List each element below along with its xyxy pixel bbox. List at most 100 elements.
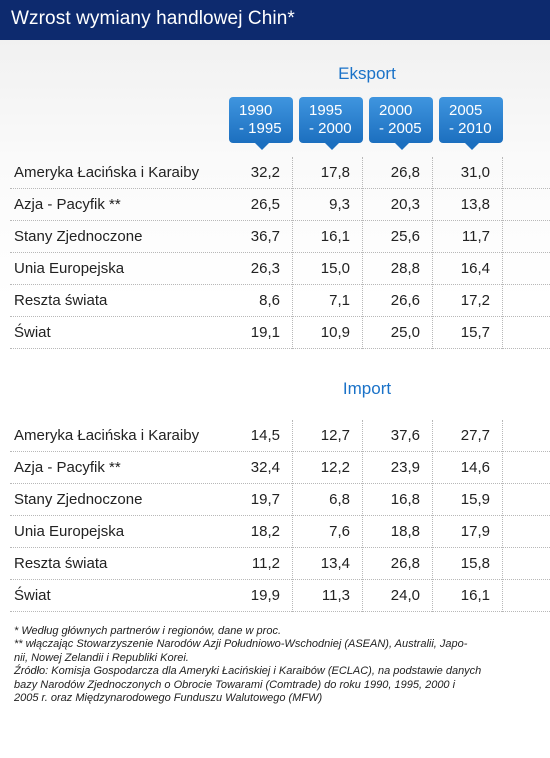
period-header-label: 1995 - 2000 [309, 102, 352, 137]
table-cell: 16,1 [320, 228, 350, 245]
row-label: Azja - Pacyfik ** [14, 196, 121, 213]
table-row: Stany Zjednoczone 36,7 16,1 25,6 11,7 [0, 221, 550, 253]
table-cell: 11,3 [321, 587, 350, 604]
table-cell: 32,4 [250, 459, 280, 476]
table-cell: 11,2 [251, 555, 280, 572]
table-area [0, 40, 550, 758]
table-cell: 19,1 [250, 324, 280, 341]
table-cell: 24,0 [390, 587, 420, 604]
table-cell: 23,9 [390, 459, 420, 476]
row-label: Reszta świata [14, 292, 108, 309]
period-header-pointer [465, 143, 479, 150]
period-header-label: 1990 - 1995 [239, 102, 282, 137]
row-label: Ameryka Łacińska i Karaiby [14, 164, 200, 181]
table-cell: 27,7 [460, 427, 490, 444]
row-divider [10, 316, 550, 317]
table-cell: 7,1 [329, 292, 350, 309]
table-cell: 12,7 [320, 427, 350, 444]
table-row: Ameryka Łacińska i Karaiby 14,5 12,7 37,6 27… [0, 420, 550, 452]
table-row: Świat 19,1 10,9 25,0 15,7 [0, 317, 550, 349]
table-cell: 26,3 [250, 260, 280, 277]
row-divider [10, 220, 550, 221]
column-divider [432, 420, 433, 612]
row-label: Stany Zjednoczone [14, 491, 143, 508]
table-cell: 6,8 [329, 491, 350, 508]
column-divider [502, 420, 503, 612]
page-title: Wzrost wymiany handlowej Chin* [11, 8, 295, 29]
table-cell: 10,9 [320, 324, 350, 341]
table-cell: 14,6 [460, 459, 490, 476]
period-header-pointer [255, 143, 269, 150]
table-cell: 26,6 [390, 292, 420, 309]
table-cell: 20,3 [390, 196, 420, 213]
column-divider [362, 420, 363, 612]
table-cell: 18,8 [390, 523, 420, 540]
row-label: Ameryka Łacińska i Karaiby [14, 427, 200, 444]
table-cell: 15,9 [460, 491, 490, 508]
period-header-2: 1995 - 2000 [299, 97, 363, 150]
table-cell: 31,0 [460, 164, 490, 181]
table-cell: 17,2 [460, 292, 490, 309]
table-cell: 12,2 [320, 459, 350, 476]
footnotes: * Według głównych partnerów i regionów, … [14, 625, 544, 705]
table-cell: 19,7 [250, 491, 280, 508]
table-cell: 37,6 [390, 427, 420, 444]
row-divider [10, 252, 550, 253]
table-row: Reszta świata 11,2 13,4 26,8 15,8 [0, 548, 550, 580]
table-cell: 32,2 [250, 164, 280, 181]
row-label: Azja - Pacyfik ** [14, 459, 121, 476]
period-header-4: 2005 - 2010 [439, 97, 503, 150]
table-cell: 7,6 [329, 523, 350, 540]
table-row: Reszta świata 8,6 7,1 26,6 17,2 [0, 285, 550, 317]
row-label: Stany Zjednoczone [14, 228, 143, 245]
table-cell: 9,3 [329, 196, 350, 213]
row-divider [10, 547, 550, 548]
row-divider [10, 284, 550, 285]
row-divider [10, 515, 550, 516]
table-cell: 13,8 [460, 196, 490, 213]
table-cell: 14,5 [250, 427, 280, 444]
table-cell: 26,8 [390, 555, 420, 572]
section-title-eksport: Eksport [338, 64, 396, 83]
table-cell: 36,7 [250, 228, 280, 245]
table-row: Unia Europejska 26,3 15,0 28,8 16,4 [0, 253, 550, 285]
footnote-1: * Według głównych partnerów i regionów, … [14, 625, 282, 637]
table-cell: 15,8 [460, 555, 490, 572]
period-header-pointer [395, 143, 409, 150]
column-divider [292, 420, 293, 612]
table-cell: 19,9 [250, 587, 280, 604]
row-label: Świat [14, 324, 51, 341]
table-cell: 8,6 [259, 292, 280, 309]
row-label: Reszta świata [14, 555, 108, 572]
row-divider [10, 188, 550, 189]
column-divider [292, 157, 293, 349]
header-bar: Wzrost wymiany handlowej Chin* [0, 0, 550, 40]
table-cell: 26,5 [250, 196, 280, 213]
table-row: Stany Zjednoczone 19,7 6,8 16,8 15,9 [0, 484, 550, 516]
table-cell: 16,4 [460, 260, 490, 277]
row-label: Unia Europejska [14, 260, 125, 277]
row-label: Świat [14, 587, 51, 604]
table-cell: 15,0 [320, 260, 350, 277]
table-cell: 11,7 [461, 228, 490, 245]
column-divider [432, 157, 433, 349]
footnote-2: ** włączając Stowarzyszenie Narodów Azji… [14, 638, 468, 664]
table-cell: 25,6 [390, 228, 420, 245]
column-divider [502, 157, 503, 349]
table-row: Ameryka Łacińska i Karaiby 32,2 17,8 26,8 31… [0, 157, 550, 189]
period-header-pointer [325, 143, 339, 150]
table-cell: 13,4 [320, 555, 350, 572]
row-divider [10, 611, 550, 612]
table-cell: 16,1 [460, 587, 490, 604]
table-cell: 26,8 [390, 164, 420, 181]
period-header-1: 1990 - 1995 [229, 97, 293, 150]
row-divider [10, 451, 550, 452]
column-divider [362, 157, 363, 349]
table-cell: 17,8 [320, 164, 350, 181]
period-header-label: 2005 - 2010 [449, 102, 492, 137]
period-header-label: 2000 - 2005 [379, 102, 422, 137]
table-row: Azja - Pacyfik ** 32,4 12,2 23,9 14,6 [0, 452, 550, 484]
footnote-source: Źródło: Komisja Gospodarcza dla Ameryki … [14, 665, 482, 705]
table-cell: 28,8 [390, 260, 420, 277]
period-header-3: 2000 - 2005 [369, 97, 433, 150]
